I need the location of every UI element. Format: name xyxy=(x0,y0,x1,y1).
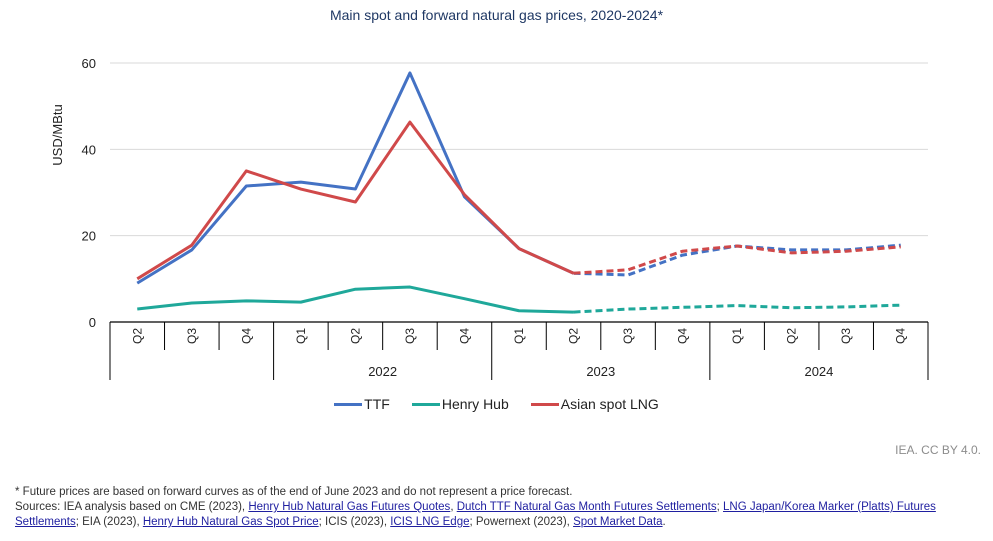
gridlines xyxy=(110,62,928,237)
x-tick-label: Q2 xyxy=(567,328,581,344)
x-tick-label: Q3 xyxy=(185,328,199,344)
y-axis-ticks: 0 20 40 60 xyxy=(82,56,96,330)
x-tick-label: Q4 xyxy=(239,328,253,344)
legend-swatch-henry-hub xyxy=(411,402,440,406)
sources-sep: ; EIA (2023), xyxy=(75,516,143,528)
link-spot-market-data[interactable]: Spot Market Data xyxy=(573,516,663,528)
y-tick-label: 20 xyxy=(82,229,96,244)
footnote-sources: Sources: IEA analysis based on CME (2023… xyxy=(15,500,980,530)
x-group-label: 2022 xyxy=(368,364,397,379)
series-lines xyxy=(136,71,901,314)
link-henry-hub-futures[interactable]: Henry Hub Natural Gas Futures Quotes xyxy=(248,501,451,513)
legend-item-asian-lng[interactable]: Asian spot LNG xyxy=(530,396,659,412)
legend-item-henry-hub[interactable]: Henry Hub xyxy=(411,396,509,412)
series-line-henry-hub xyxy=(137,285,574,314)
y-tick-label: 60 xyxy=(82,56,96,71)
x-axis: Q2 Q3 Q4 Q1 Q2 Q3 Q4 Q1 Q2 Q3 Q4 Q1 Q2 Q3 Q4 2022 2023 20… xyxy=(109,321,929,380)
y-tick-label: 40 xyxy=(82,142,96,157)
x-tick-label: Q1 xyxy=(730,328,744,344)
sources-sep: ; Powernext (2023), xyxy=(469,516,574,528)
x-tick-label: Q1 xyxy=(512,328,526,344)
sources-sep: , xyxy=(450,501,457,513)
sources-sep: ; xyxy=(716,501,724,513)
x-tick-label: Q2 xyxy=(785,328,799,344)
x-group-label: 2023 xyxy=(586,364,615,379)
sources-prefix: Sources: IEA analysis based on CME (2023… xyxy=(15,501,249,513)
sources-end: . xyxy=(662,516,666,528)
x-tick-label: Q2 xyxy=(130,328,144,344)
footnote-note: * Future prices are based on forward cur… xyxy=(15,486,573,498)
y-tick-label: 0 xyxy=(89,315,96,330)
sources-sep: ; ICIS (2023), xyxy=(318,516,391,528)
series-line-asian-spot-lng xyxy=(136,120,575,281)
link-henry-hub-spot[interactable]: Henry Hub Natural Gas Spot Price xyxy=(142,516,319,528)
x-tick-label: Q4 xyxy=(457,328,471,344)
legend-label-ttf: TTF xyxy=(364,396,390,412)
x-tick-label: Q1 xyxy=(294,328,308,344)
legend-swatch-ttf xyxy=(334,402,363,406)
x-tick-label: Q4 xyxy=(894,328,908,344)
legend-swatch-asian-lng xyxy=(530,402,559,406)
link-icis-lng-edge[interactable]: ICIS LNG Edge xyxy=(390,516,470,528)
series-forward-line-asian-spot-lng xyxy=(573,244,901,275)
x-tick-label: Q3 xyxy=(403,328,417,344)
x-tick-label: Q3 xyxy=(839,328,853,344)
legend: TTF Henry Hub Asian spot LNG xyxy=(0,396,993,412)
legend-item-ttf[interactable]: TTF xyxy=(334,396,390,412)
series-forward-line-henry-hub xyxy=(573,303,901,314)
footnote: * Future prices are based on forward cur… xyxy=(15,485,980,530)
credit-text: IEA. CC BY 4.0. xyxy=(895,443,981,457)
x-tick-label: Q4 xyxy=(676,328,690,344)
legend-label-henry-hub: Henry Hub xyxy=(441,396,509,412)
x-group-label: 2024 xyxy=(804,364,833,379)
x-tick-label: Q3 xyxy=(621,328,635,344)
link-lng-jkm-futures[interactable]: LNG Japan/Korea Marker (Platts) Futures … xyxy=(15,501,936,528)
x-tick-label: Q2 xyxy=(348,328,362,344)
chart-title: Main spot and forward natural gas prices… xyxy=(329,7,664,23)
legend-label-asian-lng: Asian spot LNG xyxy=(560,396,659,412)
series-line-ttf xyxy=(136,71,575,285)
y-axis-label: USD/MBtu xyxy=(50,104,65,165)
link-dutch-ttf-futures[interactable]: Dutch TTF Natural Gas Month Futures Sett… xyxy=(456,501,717,513)
